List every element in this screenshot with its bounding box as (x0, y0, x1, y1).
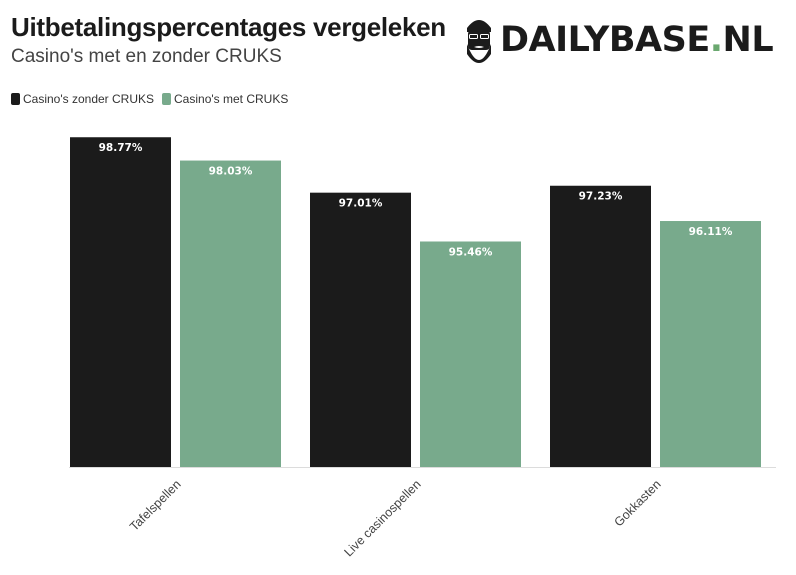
data-label-met-cruks-2: 96.11% (689, 226, 733, 238)
bar-met-cruks-0 (180, 160, 281, 467)
x-tick-label-0: Tafelspellen (127, 477, 184, 534)
bearded-man-sunglasses-icon (467, 20, 491, 63)
data-label-met-cruks-0: 98.03% (209, 166, 253, 178)
legend-label-series-a: Casino's zonder CRUKS (23, 92, 155, 106)
data-label-zonder-cruks-1: 97.01% (339, 198, 383, 210)
legend-swatch-series-b (162, 93, 172, 105)
chart-title: Uitbetalingspercentages vergeleken (11, 12, 446, 42)
dailybase-logo: DAILYBASE.NL (462, 14, 774, 74)
legend-label-series-b: Casino's met CRUKS (174, 92, 289, 106)
bar-zonder-cruks-2 (550, 185, 651, 467)
x-tick-label-1: Live casinospellen (341, 477, 423, 559)
legend-item-series-a: Casino's zonder CRUKS (11, 92, 154, 106)
bar-zonder-cruks-0 (70, 137, 171, 467)
logo-text-tld: NL (722, 20, 774, 60)
logo-dot: . (709, 20, 723, 60)
logo-text-main: DAILYBASE (500, 20, 710, 60)
data-label-zonder-cruks-0: 98.77% (99, 142, 143, 154)
data-label-met-cruks-1: 95.46% (449, 246, 493, 258)
legend-item-series-b: Casino's met CRUKS (162, 92, 288, 106)
bar-zonder-cruks-1 (310, 192, 411, 467)
chart-legend: Casino's zonder CRUKS Casino's met CRUKS (11, 92, 296, 106)
legend-swatch-series-a (11, 93, 20, 105)
data-label-zonder-cruks-2: 97.23% (579, 191, 623, 203)
bar-met-cruks-2 (660, 221, 761, 467)
x-tick-label-2: Gokkasten (611, 477, 663, 529)
bar-met-cruks-1 (420, 241, 521, 467)
chart-subtitle: Casino's met en zonder CRUKS (11, 46, 282, 67)
